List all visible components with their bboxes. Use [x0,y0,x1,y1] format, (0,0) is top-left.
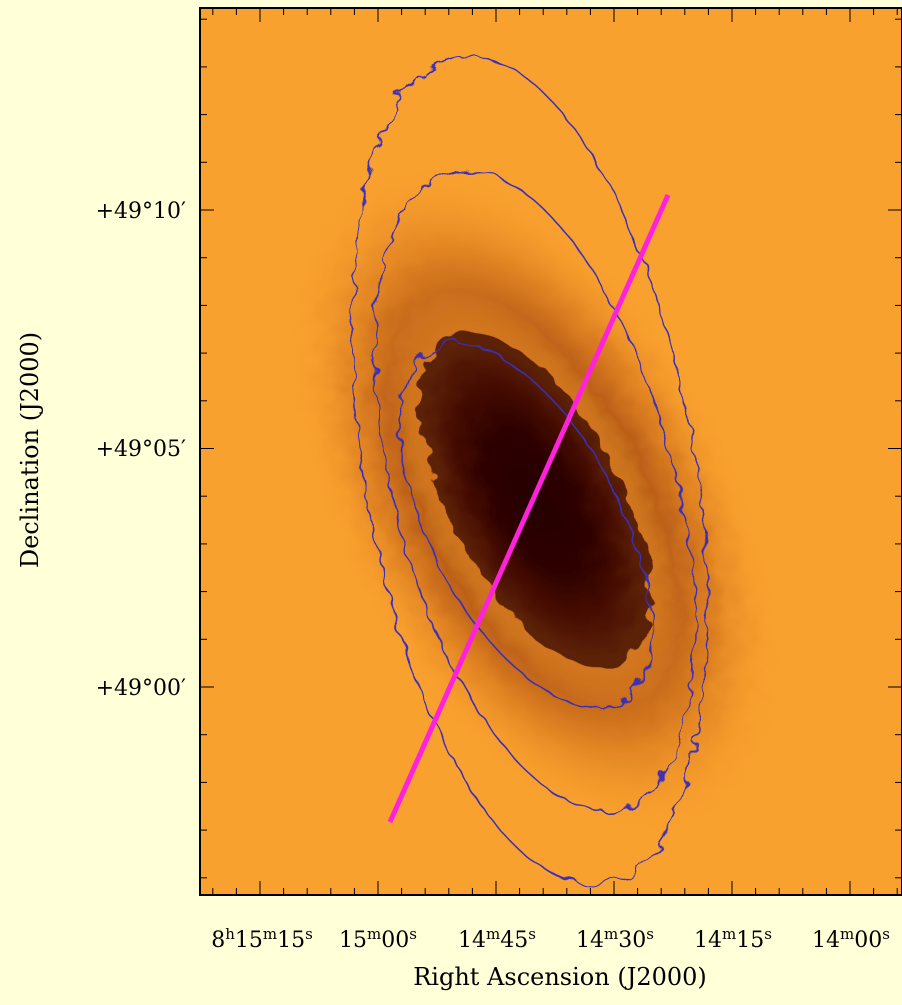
contours [351,54,709,886]
y-tick-label: +49°10′ [96,199,186,224]
y-tick-label: +49°05′ [96,437,186,462]
ticks [200,8,902,895]
slit-line [387,193,671,824]
y-axis-label: Declination (J2000) [16,332,44,568]
y-tick-label: +49°00′ [96,676,186,701]
x-tick-label: 8h15m15s [211,925,313,953]
x-tick-label: 14m15s [694,925,772,953]
margin [0,0,200,1001]
x-tick-label: 14m30s [576,925,654,953]
x-tick-label: 14m45s [458,925,536,953]
x-tick-label: 14m00s [812,925,890,953]
x-axis-label: Right Ascension (J2000) [413,963,707,991]
x-tick-label: 15m00s [339,925,417,953]
